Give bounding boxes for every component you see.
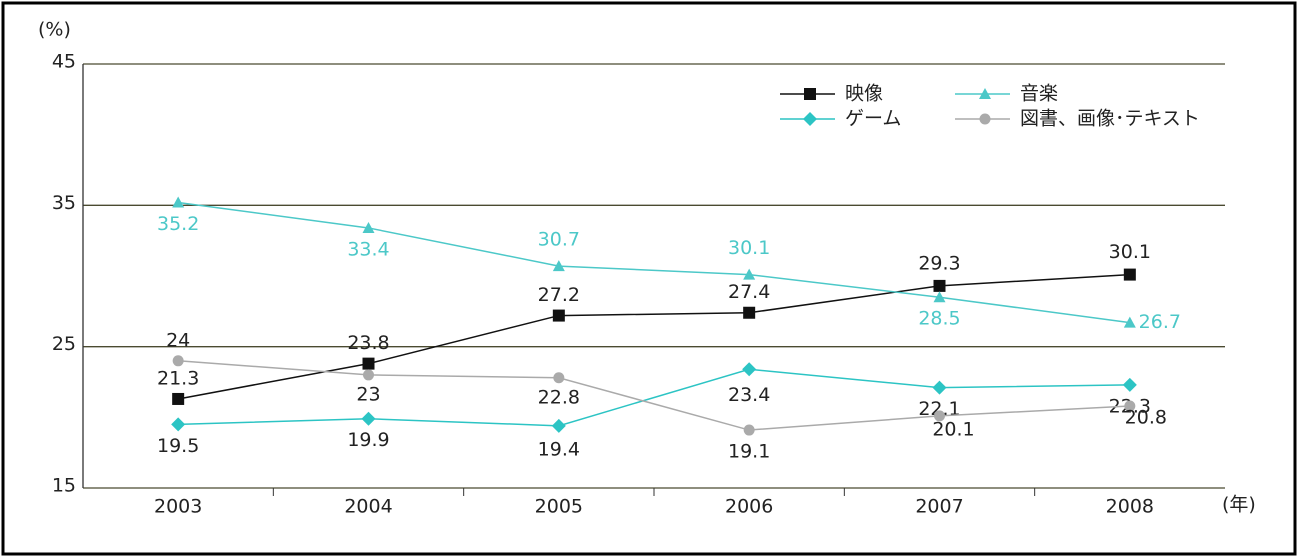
x-tick-label: 2006 xyxy=(725,496,773,518)
marker xyxy=(742,362,757,377)
legend-label: 音楽 xyxy=(1020,83,1058,105)
legend-label: 映像 xyxy=(845,83,883,105)
y-tick-label: 25 xyxy=(52,333,76,355)
marker xyxy=(743,306,756,319)
data-label: 22.8 xyxy=(538,386,580,408)
x-tick-label: 2004 xyxy=(344,496,392,518)
marker xyxy=(172,196,185,208)
marker xyxy=(979,113,991,125)
x-tick-label: 2007 xyxy=(915,496,963,518)
x-tick-label: 2003 xyxy=(154,496,202,518)
marker xyxy=(552,309,565,322)
marker xyxy=(933,279,946,292)
data-label: 24 xyxy=(166,329,190,351)
data-label: 19.1 xyxy=(728,441,770,463)
data-label: 30.1 xyxy=(728,237,770,259)
marker xyxy=(804,88,816,100)
legend-label: 図書、画像･テキスト xyxy=(1020,108,1200,130)
marker xyxy=(979,88,991,99)
legend-label: ゲーム xyxy=(845,108,901,130)
data-label: 35.2 xyxy=(157,213,199,235)
data-label: 23.8 xyxy=(347,332,389,354)
data-label: 23 xyxy=(356,383,380,405)
data-label: 20.1 xyxy=(932,418,974,440)
data-label: 21.3 xyxy=(157,367,199,389)
y-tick-label: 45 xyxy=(52,51,76,73)
data-label: 33.4 xyxy=(347,238,389,260)
marker xyxy=(1123,268,1136,281)
data-label: 19.9 xyxy=(347,429,389,451)
data-label: 30.1 xyxy=(1109,241,1151,263)
marker xyxy=(362,357,375,370)
y-tick-label: 15 xyxy=(52,475,76,497)
marker xyxy=(1122,377,1137,392)
data-label: 29.3 xyxy=(918,252,960,274)
series-line xyxy=(178,273,1130,400)
data-label: 23.4 xyxy=(728,384,770,406)
marker xyxy=(1123,316,1136,328)
marker xyxy=(361,411,376,426)
marker xyxy=(934,410,945,422)
marker xyxy=(362,221,375,233)
marker xyxy=(743,424,755,436)
y-tick-label: 35 xyxy=(52,192,76,214)
x-tick-label: 2008 xyxy=(1106,496,1154,518)
data-label: 26.7 xyxy=(1139,311,1181,333)
data-label: 27.2 xyxy=(538,284,580,306)
data-label: 19.4 xyxy=(538,438,580,460)
marker xyxy=(933,291,946,303)
data-label: 30.7 xyxy=(538,229,580,251)
marker xyxy=(553,372,565,384)
x-tick-label: 2005 xyxy=(535,496,583,518)
series-line xyxy=(178,201,1130,324)
data-label: 20.8 xyxy=(1125,407,1167,429)
data-label: 27.4 xyxy=(728,281,770,303)
series-line xyxy=(178,360,1130,431)
x-unit: (年) xyxy=(1222,494,1256,516)
marker xyxy=(743,268,756,280)
y-unit: (%) xyxy=(38,19,71,41)
marker xyxy=(551,418,566,433)
marker xyxy=(363,369,374,381)
marker xyxy=(172,392,185,405)
marker xyxy=(932,380,947,395)
marker xyxy=(552,260,565,272)
marker xyxy=(803,112,817,126)
series-line xyxy=(178,368,1130,427)
data-label: 19.5 xyxy=(157,435,199,457)
marker xyxy=(1124,400,1136,412)
data-label: 28.5 xyxy=(918,308,960,330)
marker xyxy=(171,417,186,432)
marker xyxy=(172,355,184,367)
